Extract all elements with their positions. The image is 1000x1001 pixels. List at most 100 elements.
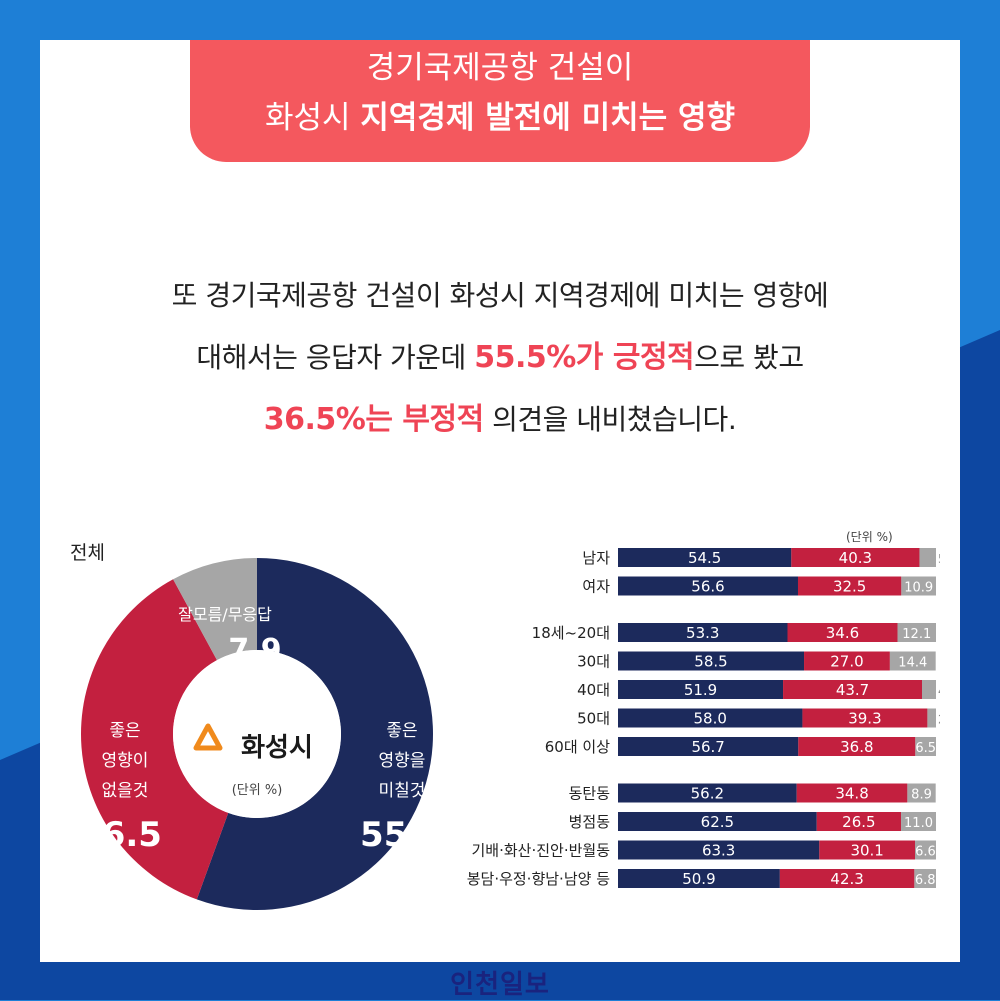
bar-segment-unknown <box>915 737 936 756</box>
bar-category-label: 남자 <box>582 549 610 567</box>
bar-segment-unknown <box>907 783 936 803</box>
intro-line-1: 또 경기국제공항 건설이 화성시 지역경제에 미치는 영향에 <box>171 279 829 312</box>
bar-segment-unknown <box>914 869 936 888</box>
bar-segment-positive <box>618 576 798 596</box>
bar-value-label: 56.7 <box>691 738 724 756</box>
bar-segment-negative <box>816 812 902 831</box>
bar-category-label: 병점동 <box>569 813 611 831</box>
intro-line-2-post: 으로 봤고 <box>694 341 804 374</box>
bar-segment-positive <box>618 812 817 831</box>
bar-segment-positive <box>618 708 803 728</box>
donut-slice-negative <box>80 579 229 900</box>
bar-segment-negative <box>797 576 902 596</box>
bar-value-label: 4.4 <box>938 684 940 698</box>
bar-value-label: 30.1 <box>850 842 883 860</box>
donut-value-positive: 55.5 <box>360 815 440 855</box>
bar-segment-positive <box>618 869 780 888</box>
title-line-2-normal: 화성시 <box>264 100 351 136</box>
bar-category-label: 40대 <box>577 681 610 699</box>
bar-value-label: 54.5 <box>688 549 721 567</box>
intro-line-3: 36.5%는 부정적 의견을 내비쳤습니다. <box>80 392 920 448</box>
bar-row: 18세~20대 53.3 34.6 12.1 <box>532 623 936 642</box>
bar-value-label: 63.3 <box>702 842 735 860</box>
bar-value-label: 34.6 <box>826 624 859 642</box>
bar-segment-positive <box>618 840 820 860</box>
bar-value-label: 53.3 <box>686 624 719 642</box>
bar-segment-unknown <box>927 708 936 728</box>
bar-segment-negative <box>802 708 928 728</box>
bar-value-label: 56.2 <box>691 785 724 803</box>
donut-center <box>173 650 341 818</box>
bar-value-label: 26.5 <box>842 813 875 831</box>
bar-row: 남자 54.5 40.3 5.2 <box>582 548 940 567</box>
bar-segment-negative <box>798 737 916 756</box>
donut-label-negative: 없을것 <box>102 781 149 801</box>
bar-row: 40대 51.9 43.7 4.4 <box>577 680 940 699</box>
bar-segment-unknown <box>915 840 936 860</box>
bar-value-label: 36.8 <box>840 738 873 756</box>
content-card: 경기국제공항 건설이 화성시 지역경제 발전에 미치는 영향 또 경기국제공항 … <box>40 40 960 962</box>
bar-value-label: 39.3 <box>848 710 881 728</box>
bar-row: 60대 이상 56.7 36.8 6.5 <box>545 737 936 756</box>
bar-category-label: 60대 이상 <box>545 738 610 756</box>
bar-row: 50대 58.0 39.3 2.7 <box>577 708 940 728</box>
stacked-bar-chart: 남자 54.5 40.3 5.2 여자 56.6 32.5 10.9 18세~20대 53.3 34… <box>467 548 940 888</box>
bar-row: 병점동 62.5 26.5 11.0 <box>569 812 936 831</box>
donut-value-unknown: 7.9 <box>228 633 281 668</box>
bar-value-label: 58.0 <box>694 710 727 728</box>
title-line-2: 화성시 지역경제 발전에 미치는 영향 <box>190 96 810 140</box>
donut-center-unit: (단위 %) <box>232 783 283 798</box>
bar-segment-negative <box>779 869 915 888</box>
title-line-1: 경기국제공항 건설이 <box>366 50 634 86</box>
bar-value-label: 62.5 <box>701 813 734 831</box>
bar-value-label: 5.2 <box>938 552 940 566</box>
bar-segment-positive <box>618 623 788 642</box>
bar-row: 동탄동 56.2 34.8 8.9 <box>569 783 936 803</box>
bar-segment-unknown <box>889 651 936 671</box>
bar-category-label: 여자 <box>582 578 610 596</box>
intro-line-2-pre: 대해서는 응답자 가운데 <box>196 341 466 374</box>
publisher-logo: 인천일보 <box>450 970 550 1000</box>
donut-slice-unknown <box>173 558 257 661</box>
bar-value-label: 27.0 <box>830 653 863 671</box>
city-logo <box>193 723 223 751</box>
donut-label-positive: 좋은 <box>386 721 417 741</box>
bar-category-label: 30대 <box>577 653 610 671</box>
bar-value-label: 6.8 <box>915 873 936 888</box>
donut-label-negative: 영향이 <box>102 751 149 771</box>
bar-value-label: 56.6 <box>691 578 724 596</box>
bar-segment-positive <box>618 548 792 567</box>
city-logo-icon <box>193 723 223 751</box>
bar-segment-unknown <box>897 623 936 642</box>
bar-value-label: 43.7 <box>836 681 869 699</box>
bar-value-label: 14.4 <box>898 656 927 671</box>
bar-segment-positive <box>618 737 799 756</box>
donut-value-negative: 36.5 <box>78 815 162 855</box>
bar-value-label: 34.8 <box>835 785 868 803</box>
bar-row: 30대 58.5 27.0 14.4 <box>577 651 936 671</box>
bars-unit: (단위 %) <box>846 530 893 544</box>
bar-segment-negative <box>787 623 898 642</box>
bar-segment-unknown <box>919 548 936 567</box>
bar-value-label: 12.1 <box>902 627 931 642</box>
bar-value-label: 51.9 <box>684 681 717 699</box>
bar-row: 기배·화산·진안·반월동 63.3 30.1 6.6 <box>471 840 936 860</box>
bar-category-label: 봉담·우정·향남·남양 등 <box>467 870 610 888</box>
bar-value-label: 6.5 <box>915 741 936 756</box>
donut-label-positive: 미칠것 <box>379 781 426 801</box>
bar-segment-positive <box>618 680 784 699</box>
intro-line-2: 대해서는 응답자 가운데 55.5%가 긍정적으로 봤고 <box>80 330 920 386</box>
bar-segment-unknown <box>901 812 936 831</box>
bar-value-label: 32.5 <box>833 578 866 596</box>
bar-value-label: 8.9 <box>911 788 932 803</box>
bar-category-label: 기배·화산·진안·반월동 <box>471 842 610 860</box>
bar-value-label: 10.9 <box>904 581 933 596</box>
donut-label-negative: 좋은 <box>109 721 140 741</box>
bar-value-label: 58.5 <box>694 653 727 671</box>
bar-value-label: 11.0 <box>904 816 933 831</box>
bar-segment-positive <box>618 651 805 671</box>
bar-category-label: 50대 <box>577 710 610 728</box>
title-line-2-bold: 지역경제 발전에 미치는 영향 <box>360 100 736 136</box>
bar-segment-negative <box>804 651 890 671</box>
